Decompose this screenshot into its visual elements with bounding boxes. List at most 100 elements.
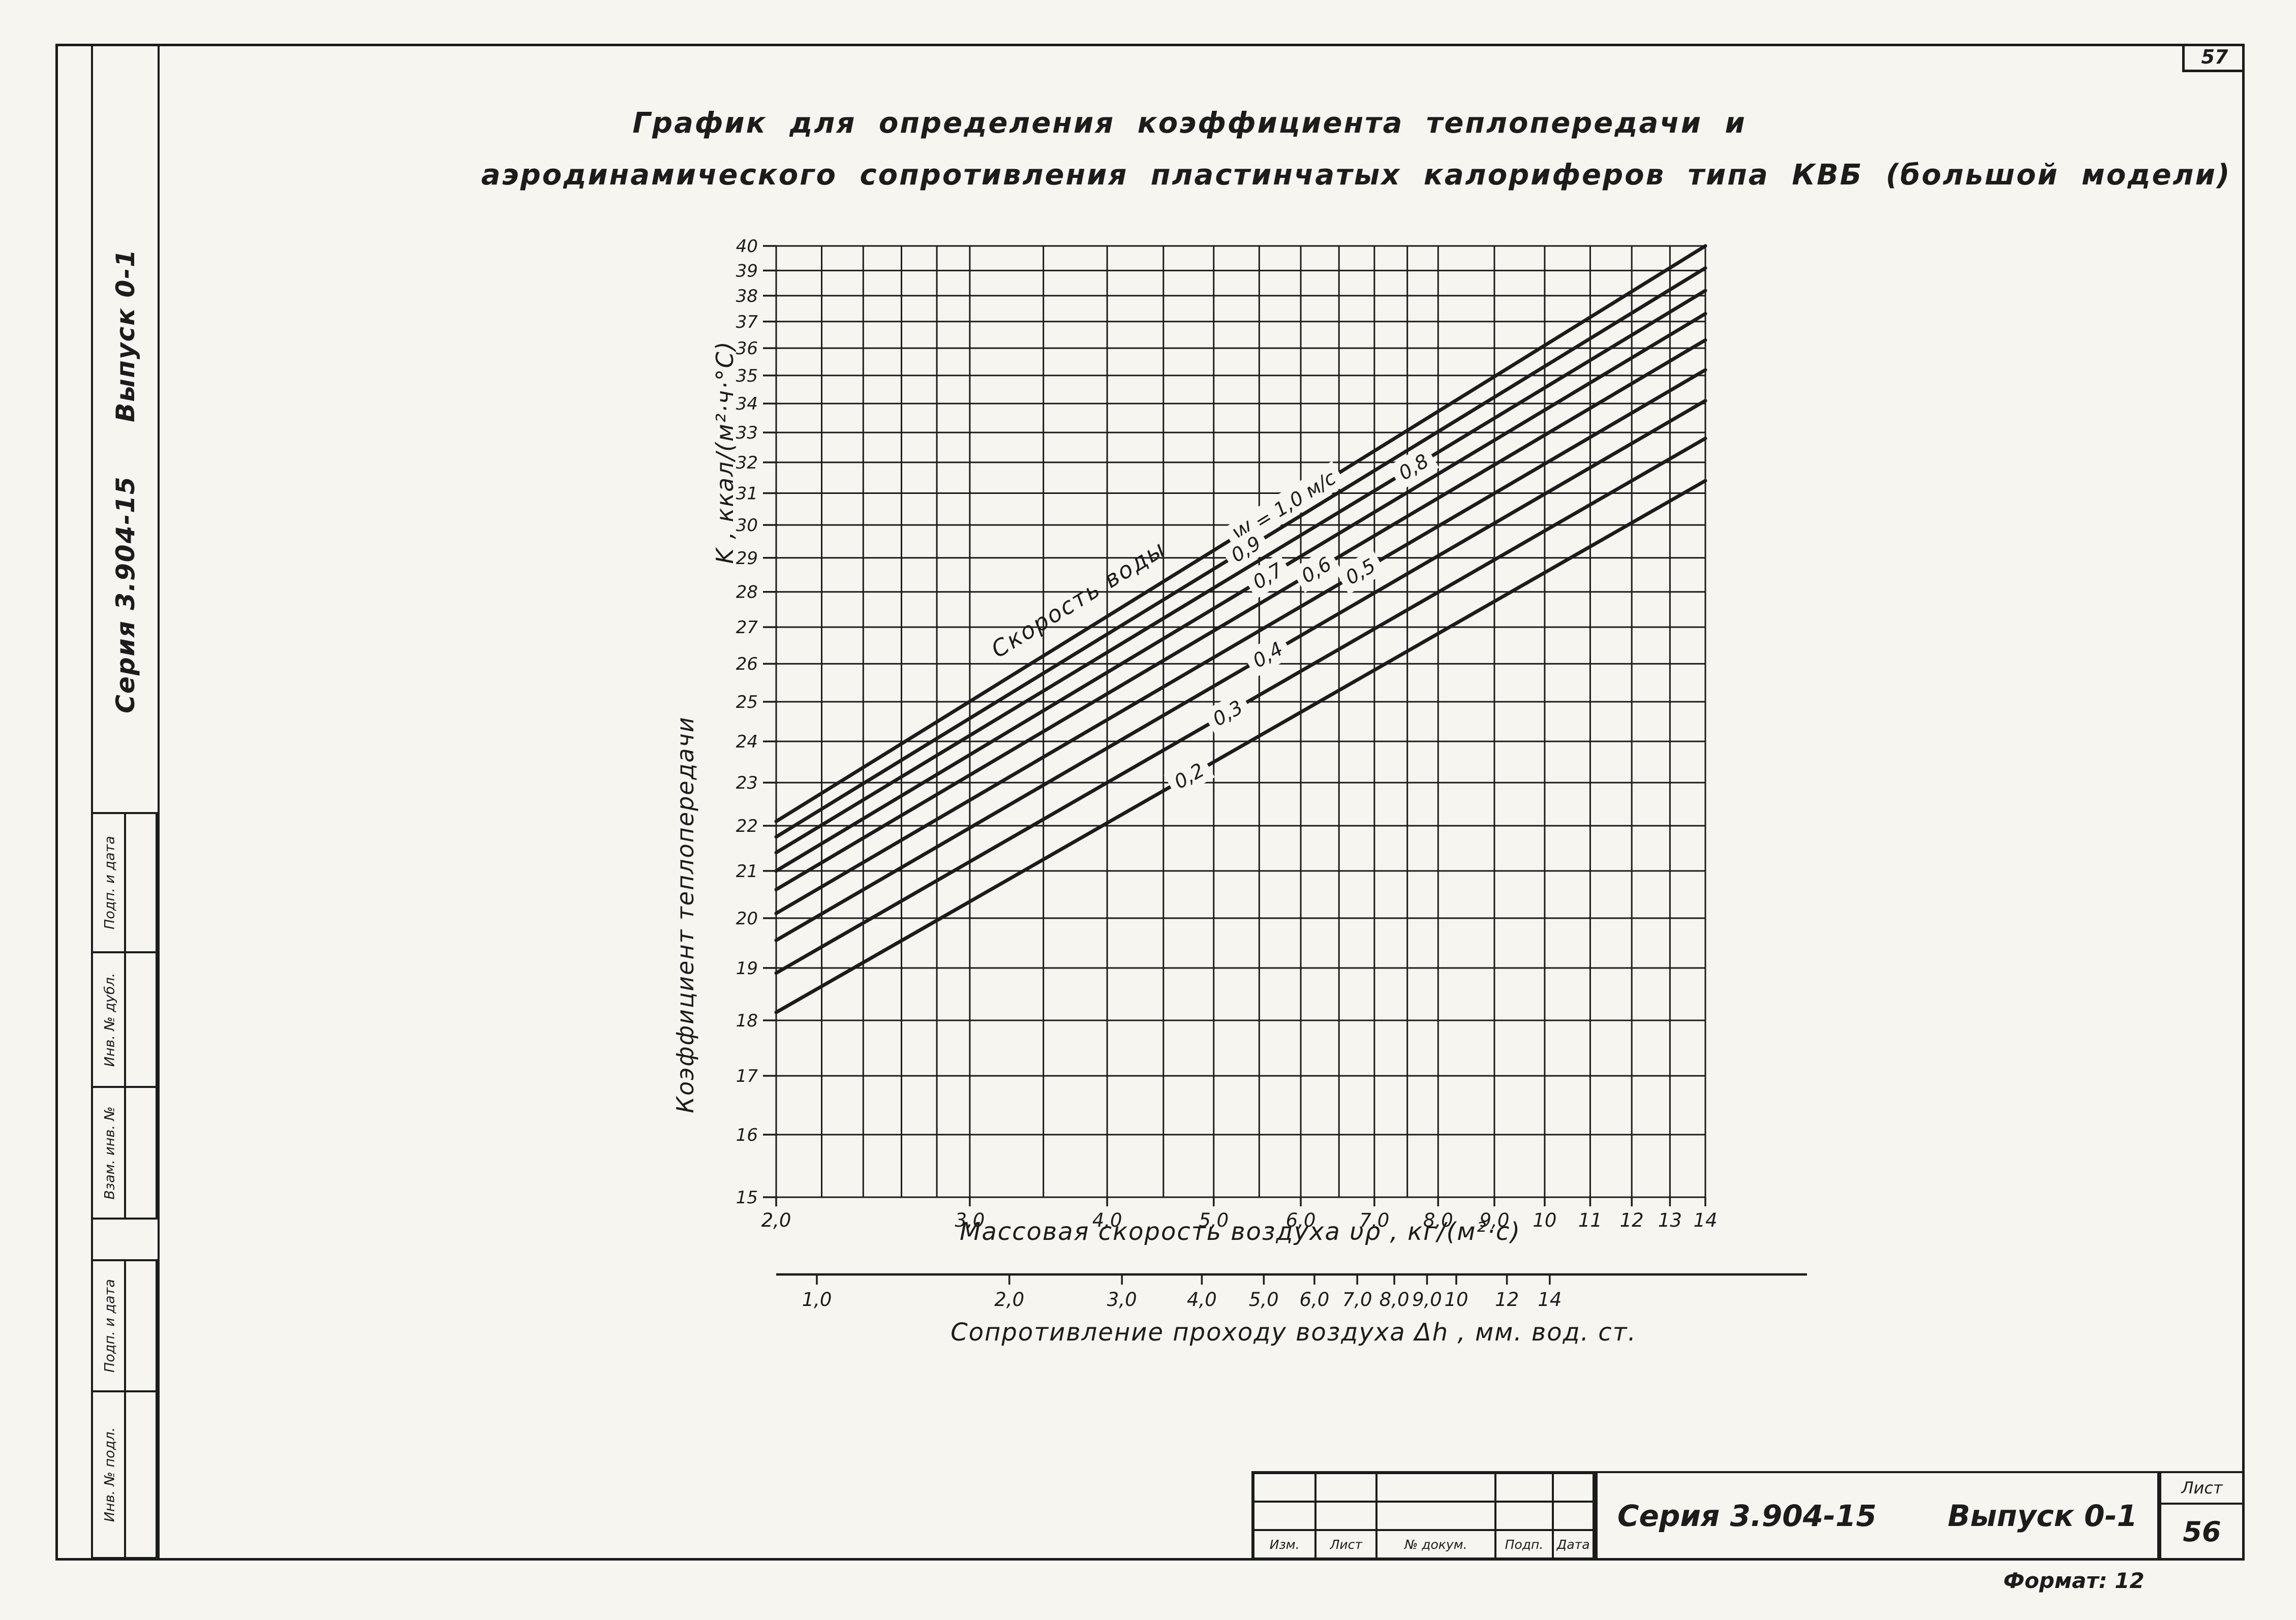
svg-text:12: 12 <box>1620 1209 1644 1231</box>
svg-text:1,0: 1,0 <box>802 1289 832 1311</box>
svg-text:32: 32 <box>736 453 758 473</box>
svg-text:6,0: 6,0 <box>1286 1209 1316 1231</box>
title-block-col-podp: Подп. <box>1495 1530 1553 1559</box>
series-lines <box>774 244 1707 1014</box>
svg-text:Массовая скорость воздуха υ: Массовая скорость воздуха υρ , кг/(м²·с) <box>960 1218 1521 1246</box>
heat-transfer-chart: 15 16 17 18 19 20 21 22 23 24 25 26 27 28 29 30 31 32 33 34… <box>671 236 1807 1347</box>
left-margin-rule <box>91 44 93 1561</box>
title-block-empty-cell <box>1376 1473 1495 1502</box>
title-block-main: Серия 3.904-15 Выпуск 0-1 <box>1596 1471 2159 1561</box>
svg-text:21: 21 <box>736 861 758 882</box>
stamp-label: Инв. № подл. <box>102 1427 118 1522</box>
page-number: 57 <box>2201 45 2228 68</box>
svg-text:14: 14 <box>1693 1209 1717 1231</box>
title-block-empty-cell <box>1315 1502 1377 1530</box>
svg-text:27: 27 <box>736 617 758 638</box>
chart-title-line2: аэродинамического сопротивления пластинч… <box>481 159 2231 192</box>
svg-text:5,0: 5,0 <box>1199 1209 1229 1231</box>
title-block-sheet-box: Лист 56 <box>2159 1471 2245 1561</box>
title-block-col-izm: Изм. <box>1253 1530 1316 1559</box>
svg-text:K , ккал/(м²·ч·°С): K , ккал/(м²·ч·°С) <box>711 340 739 564</box>
svg-text:4,0: 4,0 <box>1187 1289 1217 1311</box>
svg-text:3,0: 3,0 <box>1107 1289 1137 1311</box>
title-block-empty-cell <box>1376 1502 1495 1530</box>
svg-text:5,0: 5,0 <box>1249 1289 1279 1311</box>
svg-text:19: 19 <box>736 958 758 979</box>
title-block-empty-cell <box>1315 1473 1377 1502</box>
svg-text:12: 12 <box>1495 1289 1519 1311</box>
chart-title-line1: График для определения коэффициента тепл… <box>632 107 1747 140</box>
svg-text:Скорость воды: Скорость воды <box>987 535 1171 664</box>
title-block-empty-cell <box>1253 1473 1316 1502</box>
title-block-series: Серия 3.904-15 <box>1617 1499 1877 1533</box>
title-block-col-list: Лист <box>1315 1530 1377 1559</box>
title-block-empty-cell <box>1553 1473 1594 1502</box>
svg-text:8,0: 8,0 <box>1380 1289 1410 1311</box>
title-block-table: Изм. Лист № докум. Подп. Дата <box>1251 1471 1596 1561</box>
svg-text:11: 11 <box>1578 1209 1602 1231</box>
stamp-box-inv-dubl: Инв. № дубл. <box>91 951 158 1088</box>
stamp-label: Взам. инв. № <box>102 1106 118 1200</box>
svg-text:9,0: 9,0 <box>1412 1289 1442 1311</box>
svg-text:20: 20 <box>736 909 758 929</box>
title-block-empty-cell <box>1495 1502 1553 1530</box>
stamp-label: Инв. № дубл. <box>102 973 118 1067</box>
svg-text:15: 15 <box>736 1188 758 1208</box>
svg-text:2,0: 2,0 <box>994 1289 1024 1311</box>
title-block-empty-cell <box>1553 1502 1594 1530</box>
series-label: 0,8 <box>1388 444 1440 490</box>
page-number-box: 57 <box>2182 44 2245 72</box>
svg-text:23: 23 <box>736 773 758 793</box>
chart-grid <box>775 245 1706 1198</box>
x-axis-labels: 2,0 3,0 4,0 5,0 6,0 7,0 8,0 9,0 10 11 12 13 14 <box>761 1197 1718 1231</box>
svg-text:17: 17 <box>736 1066 758 1086</box>
margin-issue-label: Выпуск 0-1 <box>111 248 140 422</box>
svg-text:35: 35 <box>736 366 758 386</box>
y-axis-labels: 15 16 17 18 19 20 21 22 23 24 25 26 27 28 29 30 31 32 33 34… <box>736 236 776 1208</box>
svg-text:30: 30 <box>736 515 758 536</box>
svg-text:22: 22 <box>736 816 758 836</box>
svg-text:33: 33 <box>736 423 758 443</box>
sheet-number: 56 <box>2183 1515 2221 1548</box>
svg-text:7,0: 7,0 <box>1359 1209 1389 1231</box>
svg-text:18: 18 <box>736 1011 758 1031</box>
stamp-box-inv-podl: Инв. № подл. <box>91 1390 158 1559</box>
svg-text:24: 24 <box>736 732 758 752</box>
title-block-empty-cell <box>1495 1473 1553 1502</box>
svg-text:3,0: 3,0 <box>955 1209 985 1231</box>
stamp-box-podp-i-data-lower: Подп. и дата <box>91 1259 158 1392</box>
title-block-issue: Выпуск 0-1 <box>1947 1499 2137 1533</box>
chart-annotation: Скорость воды <box>987 535 1171 664</box>
axis-titles: Коэффициент теплопередачи K , ккал/(м²·ч·… <box>671 340 1521 1246</box>
stamp-label: Подп. и дата <box>102 1279 118 1373</box>
svg-text:36: 36 <box>736 338 758 359</box>
svg-text:9,0: 9,0 <box>1480 1209 1510 1231</box>
sheet-frame <box>55 44 2245 1561</box>
svg-text:34: 34 <box>736 394 758 414</box>
series-label: 0,2 <box>1164 753 1215 799</box>
svg-text:2,0: 2,0 <box>761 1209 791 1231</box>
svg-text:39: 39 <box>736 261 758 281</box>
svg-text:10: 10 <box>1444 1289 1468 1311</box>
svg-text:26: 26 <box>736 654 758 674</box>
svg-text:28: 28 <box>736 582 758 603</box>
svg-text:16: 16 <box>736 1125 758 1145</box>
svg-text:13: 13 <box>1658 1209 1682 1231</box>
title-block-empty-cell <box>1253 1502 1316 1530</box>
secondary-axis: 1,0 2,0 3,0 4,0 5,0 6,0 7,0 8,0 9,0 10 12 14 Сопроти… <box>776 1273 1807 1347</box>
svg-text:14: 14 <box>1538 1289 1562 1311</box>
svg-text:25: 25 <box>736 692 758 712</box>
series-label: 0,4 <box>1242 632 1294 678</box>
svg-text:29: 29 <box>736 548 758 569</box>
svg-text:6,0: 6,0 <box>1299 1289 1329 1311</box>
sheet-label: Лист <box>2161 1473 2243 1505</box>
svg-text:40: 40 <box>736 236 758 257</box>
svg-text:31: 31 <box>736 483 758 504</box>
stamp-box-podp-i-data-upper: Подп. и дата <box>91 812 158 953</box>
stamp-label: Подп. и дата <box>102 836 118 929</box>
svg-text:Сопротивление проходу воздух: Сопротивление проходу воздуха Δh , мм. в… <box>951 1318 1637 1347</box>
svg-text:8,0: 8,0 <box>1423 1209 1453 1231</box>
format-note: Формат: 12 <box>2003 1568 2145 1593</box>
svg-text:10: 10 <box>1533 1209 1556 1231</box>
svg-text:7,0: 7,0 <box>1342 1289 1372 1311</box>
